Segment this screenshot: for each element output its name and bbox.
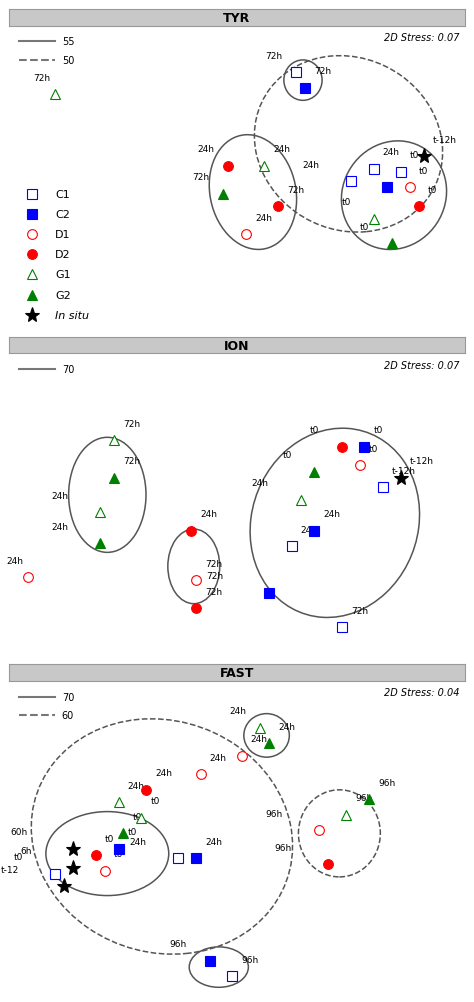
Text: 24h: 24h <box>201 510 218 519</box>
Text: t0: t0 <box>105 834 114 843</box>
Text: 24h: 24h <box>278 722 295 731</box>
Text: 24h: 24h <box>252 479 269 488</box>
Text: FAST: FAST <box>220 666 254 679</box>
Text: 2D Stress: 0.04: 2D Stress: 0.04 <box>384 687 460 697</box>
Text: 24h: 24h <box>52 491 69 500</box>
Text: TYR: TYR <box>223 12 251 25</box>
Text: t0: t0 <box>114 850 124 859</box>
Text: 96h: 96h <box>378 778 395 787</box>
Text: G2: G2 <box>55 291 71 301</box>
Text: 72h: 72h <box>314 67 331 76</box>
Text: t0: t0 <box>128 828 137 837</box>
Text: t0: t0 <box>132 812 142 821</box>
Text: 24h: 24h <box>205 837 222 846</box>
Text: t0: t0 <box>396 166 406 175</box>
Text: 24h: 24h <box>323 510 340 519</box>
Text: 2D Stress: 0.07: 2D Stress: 0.07 <box>384 33 460 43</box>
Text: 6h: 6h <box>21 847 32 856</box>
Text: 72h: 72h <box>205 559 222 568</box>
Text: 72h: 72h <box>351 606 368 615</box>
Text: 50: 50 <box>62 56 74 66</box>
Text: t0: t0 <box>360 222 369 231</box>
Text: 60h: 60h <box>10 828 27 837</box>
Text: ION: ION <box>224 339 250 352</box>
Text: 24h: 24h <box>301 525 318 534</box>
Text: t0: t0 <box>410 151 419 160</box>
Text: 55: 55 <box>62 37 74 47</box>
Text: 24h: 24h <box>155 769 172 778</box>
Text: t0: t0 <box>374 426 383 435</box>
Text: 24h: 24h <box>255 213 272 222</box>
Text: 24h: 24h <box>273 145 291 154</box>
Text: C1: C1 <box>55 189 70 199</box>
Text: 96h: 96h <box>242 955 259 964</box>
Text: t0: t0 <box>151 797 160 806</box>
Text: t0: t0 <box>310 426 319 435</box>
Text: 72h: 72h <box>33 73 50 82</box>
Text: 72h: 72h <box>192 173 210 182</box>
Text: 72h: 72h <box>206 572 223 581</box>
Text: In situ: In situ <box>55 311 89 321</box>
Text: G1: G1 <box>55 271 71 281</box>
Text: D2: D2 <box>55 250 71 260</box>
Text: C2: C2 <box>55 209 70 219</box>
Text: 2D Stress: 0.07: 2D Stress: 0.07 <box>384 360 460 370</box>
Text: 72h: 72h <box>287 185 304 194</box>
Text: 70: 70 <box>62 365 74 375</box>
Text: 24h: 24h <box>197 145 214 154</box>
Text: 72h: 72h <box>265 52 283 61</box>
Text: t0: t0 <box>419 166 428 175</box>
Text: t0: t0 <box>341 197 351 206</box>
Text: 72h: 72h <box>123 420 140 429</box>
Text: 96h: 96h <box>265 809 283 818</box>
Text: 24h: 24h <box>383 148 400 157</box>
Text: t-12h: t-12h <box>410 457 434 466</box>
Text: t0: t0 <box>14 853 23 862</box>
Text: t-12: t-12 <box>0 865 18 874</box>
Text: t0: t0 <box>428 185 438 194</box>
Text: 24h: 24h <box>128 781 145 790</box>
Text: t-12h: t-12h <box>392 466 416 475</box>
Text: 60: 60 <box>62 710 74 720</box>
Text: 96h: 96h <box>170 940 187 949</box>
Text: D1: D1 <box>55 229 71 239</box>
Text: 96h: 96h <box>274 844 292 852</box>
Text: t0: t0 <box>369 445 378 453</box>
Text: 72h: 72h <box>123 457 140 466</box>
Text: 24h: 24h <box>52 522 69 531</box>
Text: 70: 70 <box>62 691 74 701</box>
Text: 24h: 24h <box>210 754 227 763</box>
Text: 72h: 72h <box>205 587 222 596</box>
Text: 24h: 24h <box>229 706 246 715</box>
Text: 24h: 24h <box>129 837 146 846</box>
Text: 24h: 24h <box>6 556 23 565</box>
Text: t0: t0 <box>282 451 292 460</box>
Text: 96h: 96h <box>356 794 373 803</box>
Text: 24h: 24h <box>251 734 268 743</box>
Text: 24h: 24h <box>302 160 319 169</box>
Text: t-12h: t-12h <box>433 135 456 144</box>
